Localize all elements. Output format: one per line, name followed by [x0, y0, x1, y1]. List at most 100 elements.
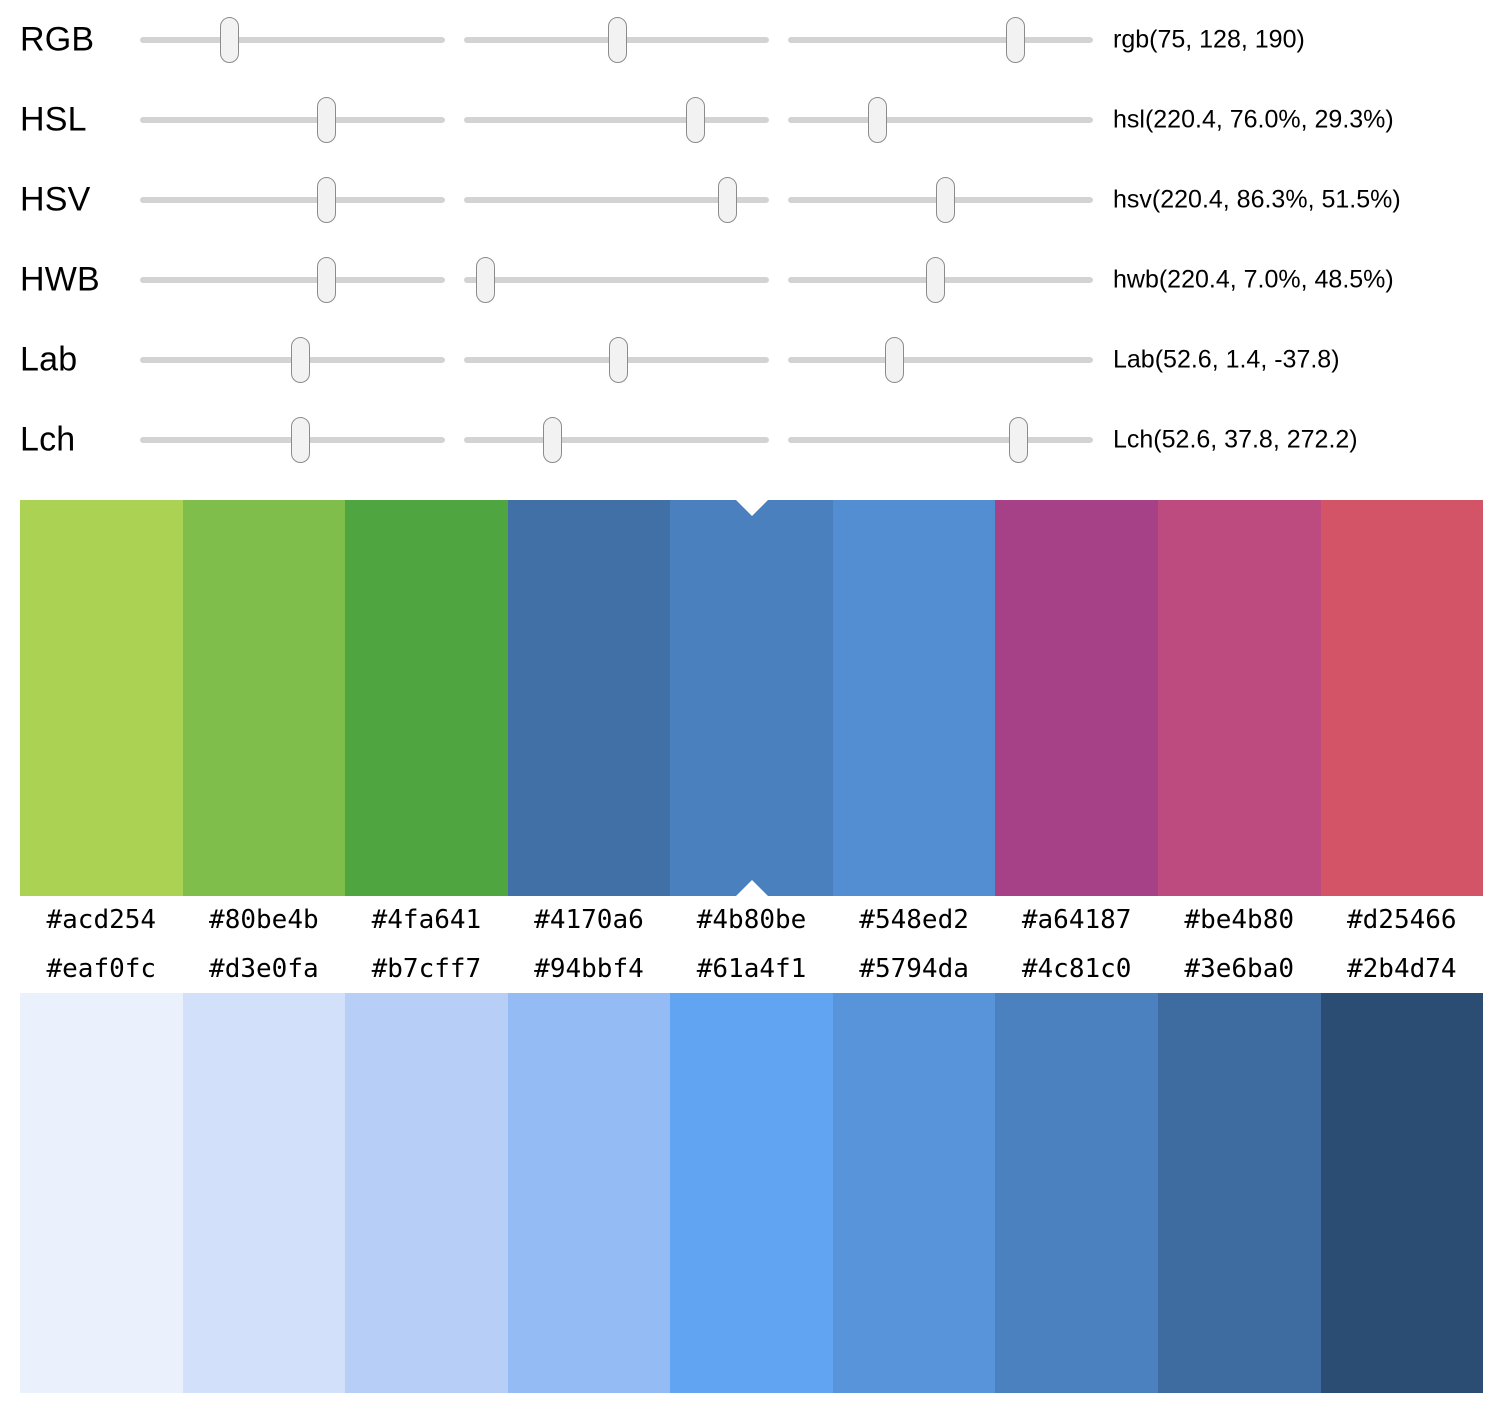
slider-row-label: Lch — [20, 420, 76, 459]
color-swatch[interactable] — [345, 500, 508, 896]
swatch-hex-label: #d3e0fa — [209, 954, 319, 984]
slider-thumb[interactable] — [607, 17, 627, 63]
slider-thumb[interactable] — [884, 337, 904, 383]
color-swatch[interactable] — [1157, 500, 1321, 896]
slider-thumb[interactable] — [717, 177, 737, 223]
color-swatch[interactable] — [507, 993, 671, 1393]
slider-thumb[interactable] — [1009, 417, 1029, 463]
slider-track-group — [140, 337, 1093, 383]
color-value-text: hwb(220.4, 7.0%, 48.5%) — [1113, 265, 1394, 294]
slider-track-group — [140, 257, 1093, 303]
slider-thumb[interactable] — [926, 257, 946, 303]
color-swatch[interactable] — [995, 993, 1158, 1393]
slider-hsv-value[interactable] — [788, 177, 1093, 223]
swatch-hex-label: #94bbf4 — [534, 954, 644, 984]
color-swatch[interactable] — [507, 500, 671, 896]
slider-row-rgb: RGB rgb(75, 128, 190) — [0, 0, 1501, 80]
slider-hwb-blackness[interactable] — [788, 257, 1093, 303]
color-swatch[interactable] — [832, 500, 996, 896]
slider-thumb[interactable] — [867, 97, 887, 143]
slider-track[interactable] — [788, 437, 1093, 443]
slider-rgb-red[interactable] — [140, 17, 445, 63]
slider-lab-lightness[interactable] — [140, 337, 445, 383]
slider-track-group — [140, 417, 1093, 463]
slider-track-group — [140, 17, 1093, 63]
color-swatch[interactable] — [182, 993, 346, 1393]
slider-track[interactable] — [788, 357, 1093, 363]
slider-track[interactable] — [788, 37, 1093, 43]
slider-lab-a[interactable] — [464, 337, 769, 383]
color-swatch[interactable] — [345, 993, 508, 1393]
swatch-hex-label: #4b80be — [696, 905, 807, 935]
slider-thumb[interactable] — [317, 257, 337, 303]
color-swatch[interactable] — [670, 500, 833, 896]
slider-track[interactable] — [140, 277, 445, 283]
hex-labels-bottom: #eaf0fc #d3e0fa #b7cff7 #94bbf4 #61a4f1 #5794… — [20, 945, 1483, 993]
slider-thumb[interactable] — [317, 177, 337, 223]
slider-row-label: HSL — [20, 100, 87, 139]
color-value-text: Lab(52.6, 1.4, -37.8) — [1113, 345, 1340, 374]
color-swatch[interactable] — [995, 500, 1158, 896]
slider-row-hsl: HSL hsl(220.4, 76.0%, 29.3%) — [0, 80, 1501, 160]
color-swatch[interactable] — [832, 993, 996, 1393]
slider-track-group — [140, 97, 1093, 143]
swatch-hex-label: #548ed2 — [859, 905, 969, 935]
slider-thumb[interactable] — [686, 97, 706, 143]
selected-swatch-marker-bottom-icon — [735, 880, 768, 896]
slider-lch-chroma[interactable] — [464, 417, 769, 463]
slider-row-hsv: HSV hsv(220.4, 86.3%, 51.5%) — [0, 160, 1501, 240]
slider-row-label: Lab — [20, 340, 78, 379]
color-value-text: rgb(75, 128, 190) — [1113, 25, 1305, 54]
slider-track[interactable] — [140, 117, 445, 123]
swatch-hex-label: #80be4b — [209, 905, 319, 935]
slider-row-lab: Lab Lab(52.6, 1.4, -37.8) — [0, 320, 1501, 400]
slider-thumb[interactable] — [608, 337, 628, 383]
slider-track[interactable] — [788, 117, 1093, 123]
color-swatch[interactable] — [1320, 500, 1484, 896]
slider-row-hwb: HWB hwb(220.4, 7.0%, 48.5%) — [0, 240, 1501, 320]
slider-thumb[interactable] — [220, 17, 240, 63]
color-swatch[interactable] — [1157, 993, 1321, 1393]
color-swatch[interactable] — [182, 500, 346, 896]
slider-row-label: HSV — [20, 180, 91, 219]
slider-lch-lightness[interactable] — [140, 417, 445, 463]
swatch-hex-label: #5794da — [859, 954, 969, 984]
slider-thumb[interactable] — [935, 177, 955, 223]
slider-lch-hue[interactable] — [788, 417, 1093, 463]
slider-track[interactable] — [464, 277, 769, 283]
hex-labels-top: #acd254 #80be4b #4fa641 #4170a6 #4b80be #548e… — [20, 896, 1483, 944]
slider-hsl-saturation[interactable] — [464, 97, 769, 143]
slider-track[interactable] — [464, 437, 769, 443]
slider-track[interactable] — [140, 37, 445, 43]
palette-bottom[interactable] — [20, 993, 1484, 1393]
slider-rgb-blue[interactable] — [788, 17, 1093, 63]
swatch-hex-label: #4170a6 — [534, 905, 644, 935]
palette-top[interactable] — [20, 500, 1484, 896]
slider-hwb-whiteness[interactable] — [464, 257, 769, 303]
slider-hsv-hue[interactable] — [140, 177, 445, 223]
slider-hsv-saturation[interactable] — [464, 177, 769, 223]
slider-rgb-green[interactable] — [464, 17, 769, 63]
slider-thumb[interactable] — [290, 337, 310, 383]
color-swatch[interactable] — [670, 993, 833, 1393]
slider-thumb[interactable] — [317, 97, 337, 143]
color-swatch[interactable] — [20, 500, 183, 896]
slider-track[interactable] — [464, 117, 769, 123]
color-value-text: hsv(220.4, 86.3%, 51.5%) — [1113, 185, 1401, 214]
slider-track[interactable] — [140, 197, 445, 203]
slider-thumb[interactable] — [1005, 17, 1025, 63]
slider-thumb[interactable] — [475, 257, 495, 303]
swatch-hex-label: #61a4f1 — [696, 954, 807, 984]
color-swatch[interactable] — [20, 993, 183, 1393]
swatch-hex-label: #acd254 — [46, 905, 157, 935]
slider-hsl-hue[interactable] — [140, 97, 445, 143]
slider-track-group — [140, 177, 1093, 223]
slider-hwb-hue[interactable] — [140, 257, 445, 303]
slider-thumb[interactable] — [543, 417, 563, 463]
slider-lab-b[interactable] — [788, 337, 1093, 383]
slider-hsl-lightness[interactable] — [788, 97, 1093, 143]
slider-thumb[interactable] — [290, 417, 310, 463]
slider-track[interactable] — [464, 197, 769, 203]
color-swatch[interactable] — [1320, 993, 1484, 1393]
